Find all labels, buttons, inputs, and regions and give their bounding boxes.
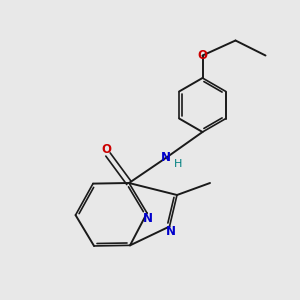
Text: N: N xyxy=(161,151,171,164)
Text: O: O xyxy=(101,142,112,156)
Text: O: O xyxy=(197,49,207,62)
Text: N: N xyxy=(142,212,153,225)
Text: N: N xyxy=(166,225,176,239)
Text: H: H xyxy=(174,159,182,169)
